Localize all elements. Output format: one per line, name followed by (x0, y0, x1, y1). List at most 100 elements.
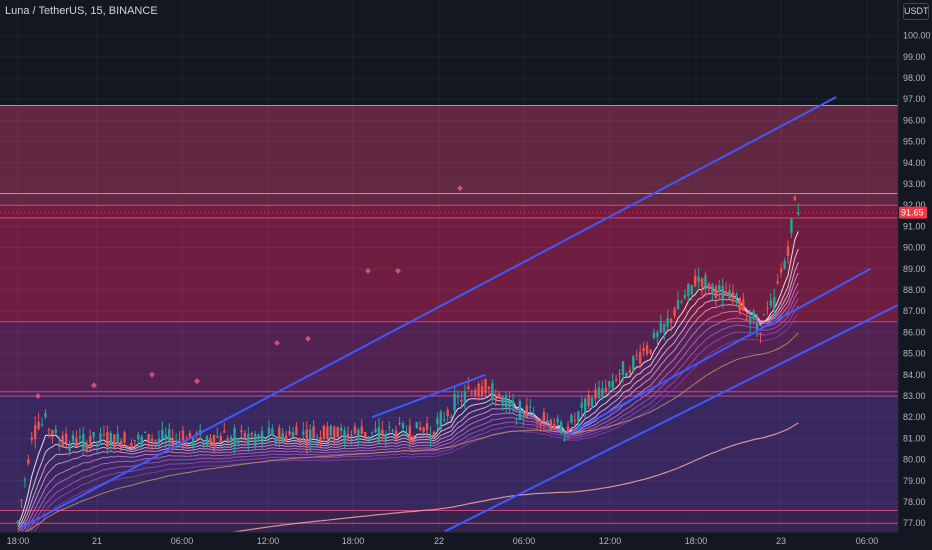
ema-slow-line (17, 332, 799, 535)
candle-body (302, 431, 305, 435)
time-tick-label: 12:00 (257, 536, 280, 546)
candle-body (773, 297, 776, 309)
symbol-title[interactable]: Luna / TetherUS, 15, BINANCE (5, 5, 158, 17)
candle-body (401, 423, 405, 428)
time-axis-background (0, 532, 932, 550)
candle-body (690, 285, 693, 295)
candle-body (608, 381, 611, 388)
price-tick-label: 96.00 (903, 115, 926, 125)
price-axis-background (898, 0, 932, 532)
signal-diamond-marker (457, 185, 463, 192)
price-tick-label: 94.00 (903, 158, 926, 168)
candle-body (333, 426, 336, 441)
candle-body (587, 394, 590, 407)
candle-body (71, 434, 75, 442)
candle-body (415, 421, 418, 429)
candle-body (766, 308, 769, 310)
candle-body (16, 521, 20, 524)
candle-body (75, 437, 78, 447)
candle-body (370, 431, 374, 433)
candle-body (360, 426, 363, 434)
time-tick-label: 21 (92, 536, 102, 546)
ema-line (17, 305, 799, 543)
candle-body (274, 438, 278, 444)
candle-body (422, 427, 425, 432)
candle-body (508, 400, 511, 408)
candle-body (353, 426, 357, 434)
candle-body (532, 413, 535, 415)
price-zone-0 (0, 105, 898, 206)
candle-body (271, 428, 274, 436)
candle-body (236, 438, 240, 444)
price-axis[interactable]: 100.00 99.00 98.00 97.00 96.00 95.00 94.00 93.0… (903, 31, 931, 529)
candle-body (381, 429, 384, 435)
candle-body (652, 332, 656, 339)
time-tick-label: 22 (434, 536, 444, 546)
candle-body (343, 430, 346, 442)
candle-body (192, 437, 195, 448)
price-tick-label: 81.00 (903, 433, 926, 443)
candle-body (714, 286, 718, 298)
candle-body (501, 396, 504, 404)
candle-body (721, 286, 724, 302)
candle-body (384, 433, 388, 441)
price-tick-label: 89.00 (903, 264, 926, 274)
candle-body (37, 421, 40, 429)
candle-body (783, 261, 786, 269)
currency-button[interactable]: USDT (903, 3, 929, 20)
candle-body (707, 283, 711, 289)
candle-body (797, 212, 800, 215)
candle-body (597, 387, 601, 399)
candle-body (44, 413, 47, 418)
price-tick-label: 77.00 (903, 518, 926, 528)
candle-body (106, 432, 109, 447)
trendline-3[interactable] (371, 373, 486, 419)
candle-body (418, 427, 422, 431)
ema-line (17, 282, 799, 535)
candle-body (164, 434, 168, 440)
candle-body (621, 361, 625, 376)
candle-body (731, 292, 735, 300)
time-tick-label: 18:00 (7, 536, 30, 546)
candle-body (408, 425, 412, 441)
candle-body (264, 438, 267, 440)
candle-body (305, 429, 308, 445)
candle-body (449, 416, 453, 418)
candle-body (583, 398, 587, 412)
time-tick-label: 06:00 (856, 536, 879, 546)
current-price-tag-bg (899, 206, 927, 219)
trendline-1[interactable] (564, 267, 871, 438)
level-lines (0, 105, 898, 524)
candle-body (748, 316, 752, 325)
candle-body (95, 441, 99, 444)
candle-body (635, 354, 638, 356)
candle-body (185, 442, 188, 445)
trendlines-layer[interactable] (20, 96, 932, 533)
candle-body (515, 418, 518, 420)
signal-diamond-marker (35, 393, 41, 399)
ema-line (17, 272, 799, 533)
time-axis[interactable]: 18:00 21 06:00 12:00 18:00 22 06:00 12:00 18:00 2… (7, 536, 879, 546)
candle-body (226, 438, 229, 442)
candle-body (735, 294, 738, 299)
candle-body (632, 355, 635, 371)
trendline-0[interactable] (20, 96, 837, 529)
candle-body (446, 410, 449, 416)
price-tick-label: 86.00 (903, 327, 926, 337)
candle-body (150, 438, 154, 442)
candle-body (601, 388, 604, 397)
time-tick-label: 18:00 (342, 536, 365, 546)
candle-body (769, 300, 773, 306)
candle-body (319, 437, 322, 442)
candle-body (212, 434, 216, 447)
candle-body (779, 268, 783, 273)
price-tick-label: 88.00 (903, 285, 926, 295)
candle-body (666, 318, 669, 327)
candle-body (243, 433, 247, 440)
candle-body (711, 284, 714, 295)
price-tick-label: 85.00 (903, 349, 926, 359)
trendline-2[interactable] (443, 286, 932, 533)
candle-body (494, 398, 498, 402)
price-tick-label: 91.00 (903, 221, 926, 231)
